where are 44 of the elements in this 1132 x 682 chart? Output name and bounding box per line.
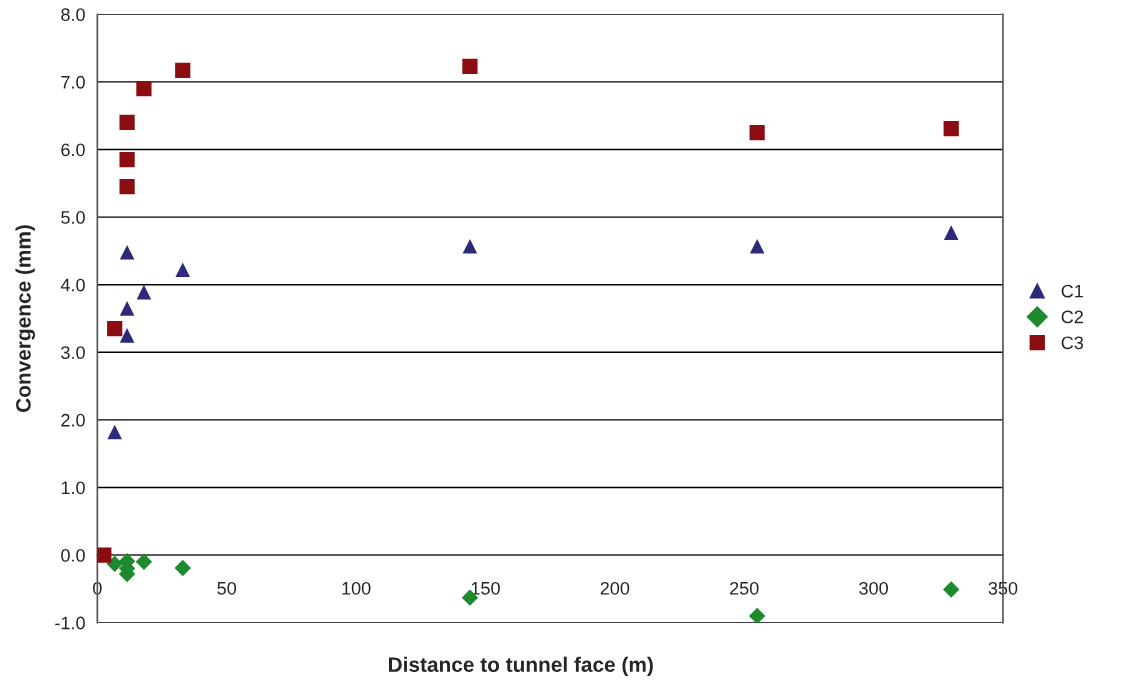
- x-tick-label: 300: [859, 581, 888, 595]
- legend-label: C1: [1061, 284, 1083, 298]
- point: [462, 238, 478, 254]
- x-tick-label: 200: [600, 581, 630, 595]
- x-tick-label: 100: [342, 581, 371, 595]
- legend-label: C2: [1061, 310, 1083, 324]
- point: [119, 179, 135, 195]
- point: [119, 328, 135, 343]
- y-tick-label: 8.0: [61, 8, 85, 22]
- point: [175, 62, 191, 79]
- point: [136, 284, 152, 300]
- y-tick-label: 1.0: [61, 481, 85, 495]
- y-tick-label: 4.0: [60, 278, 85, 292]
- y-tick-label: 2.0: [61, 413, 85, 427]
- x-axis-title: Distance to tunnel face (m): [389, 656, 653, 677]
- point: [942, 581, 960, 598]
- point: [943, 120, 959, 137]
- point: [462, 58, 478, 74]
- point: [174, 559, 191, 577]
- point: [107, 321, 123, 337]
- point: [748, 607, 766, 623]
- point: [943, 225, 959, 240]
- point: [119, 301, 135, 316]
- point: [107, 424, 122, 440]
- y-tick-label: -1.0: [55, 616, 85, 630]
- y-tick-label: 0.0: [61, 549, 85, 562]
- y-axis-title: Convergence (mm): [15, 225, 35, 412]
- legend-label: C3: [1061, 336, 1084, 350]
- point: [119, 114, 135, 131]
- point: [97, 547, 112, 563]
- point: [136, 81, 152, 97]
- point: [175, 262, 191, 278]
- point: [749, 125, 765, 141]
- y-tick-label: 5.0: [61, 211, 85, 224]
- point: [135, 553, 153, 571]
- y-tick-label: 6.0: [61, 143, 85, 157]
- x-tick-label: 150: [471, 581, 500, 595]
- point: [749, 238, 765, 254]
- point: [119, 244, 135, 260]
- y-tick-label: 7.0: [61, 75, 85, 89]
- point: [119, 152, 135, 168]
- x-tick-label: 50: [217, 581, 237, 595]
- y-tick-label: 3.0: [61, 346, 85, 360]
- x-tick-label: 250: [730, 581, 759, 595]
